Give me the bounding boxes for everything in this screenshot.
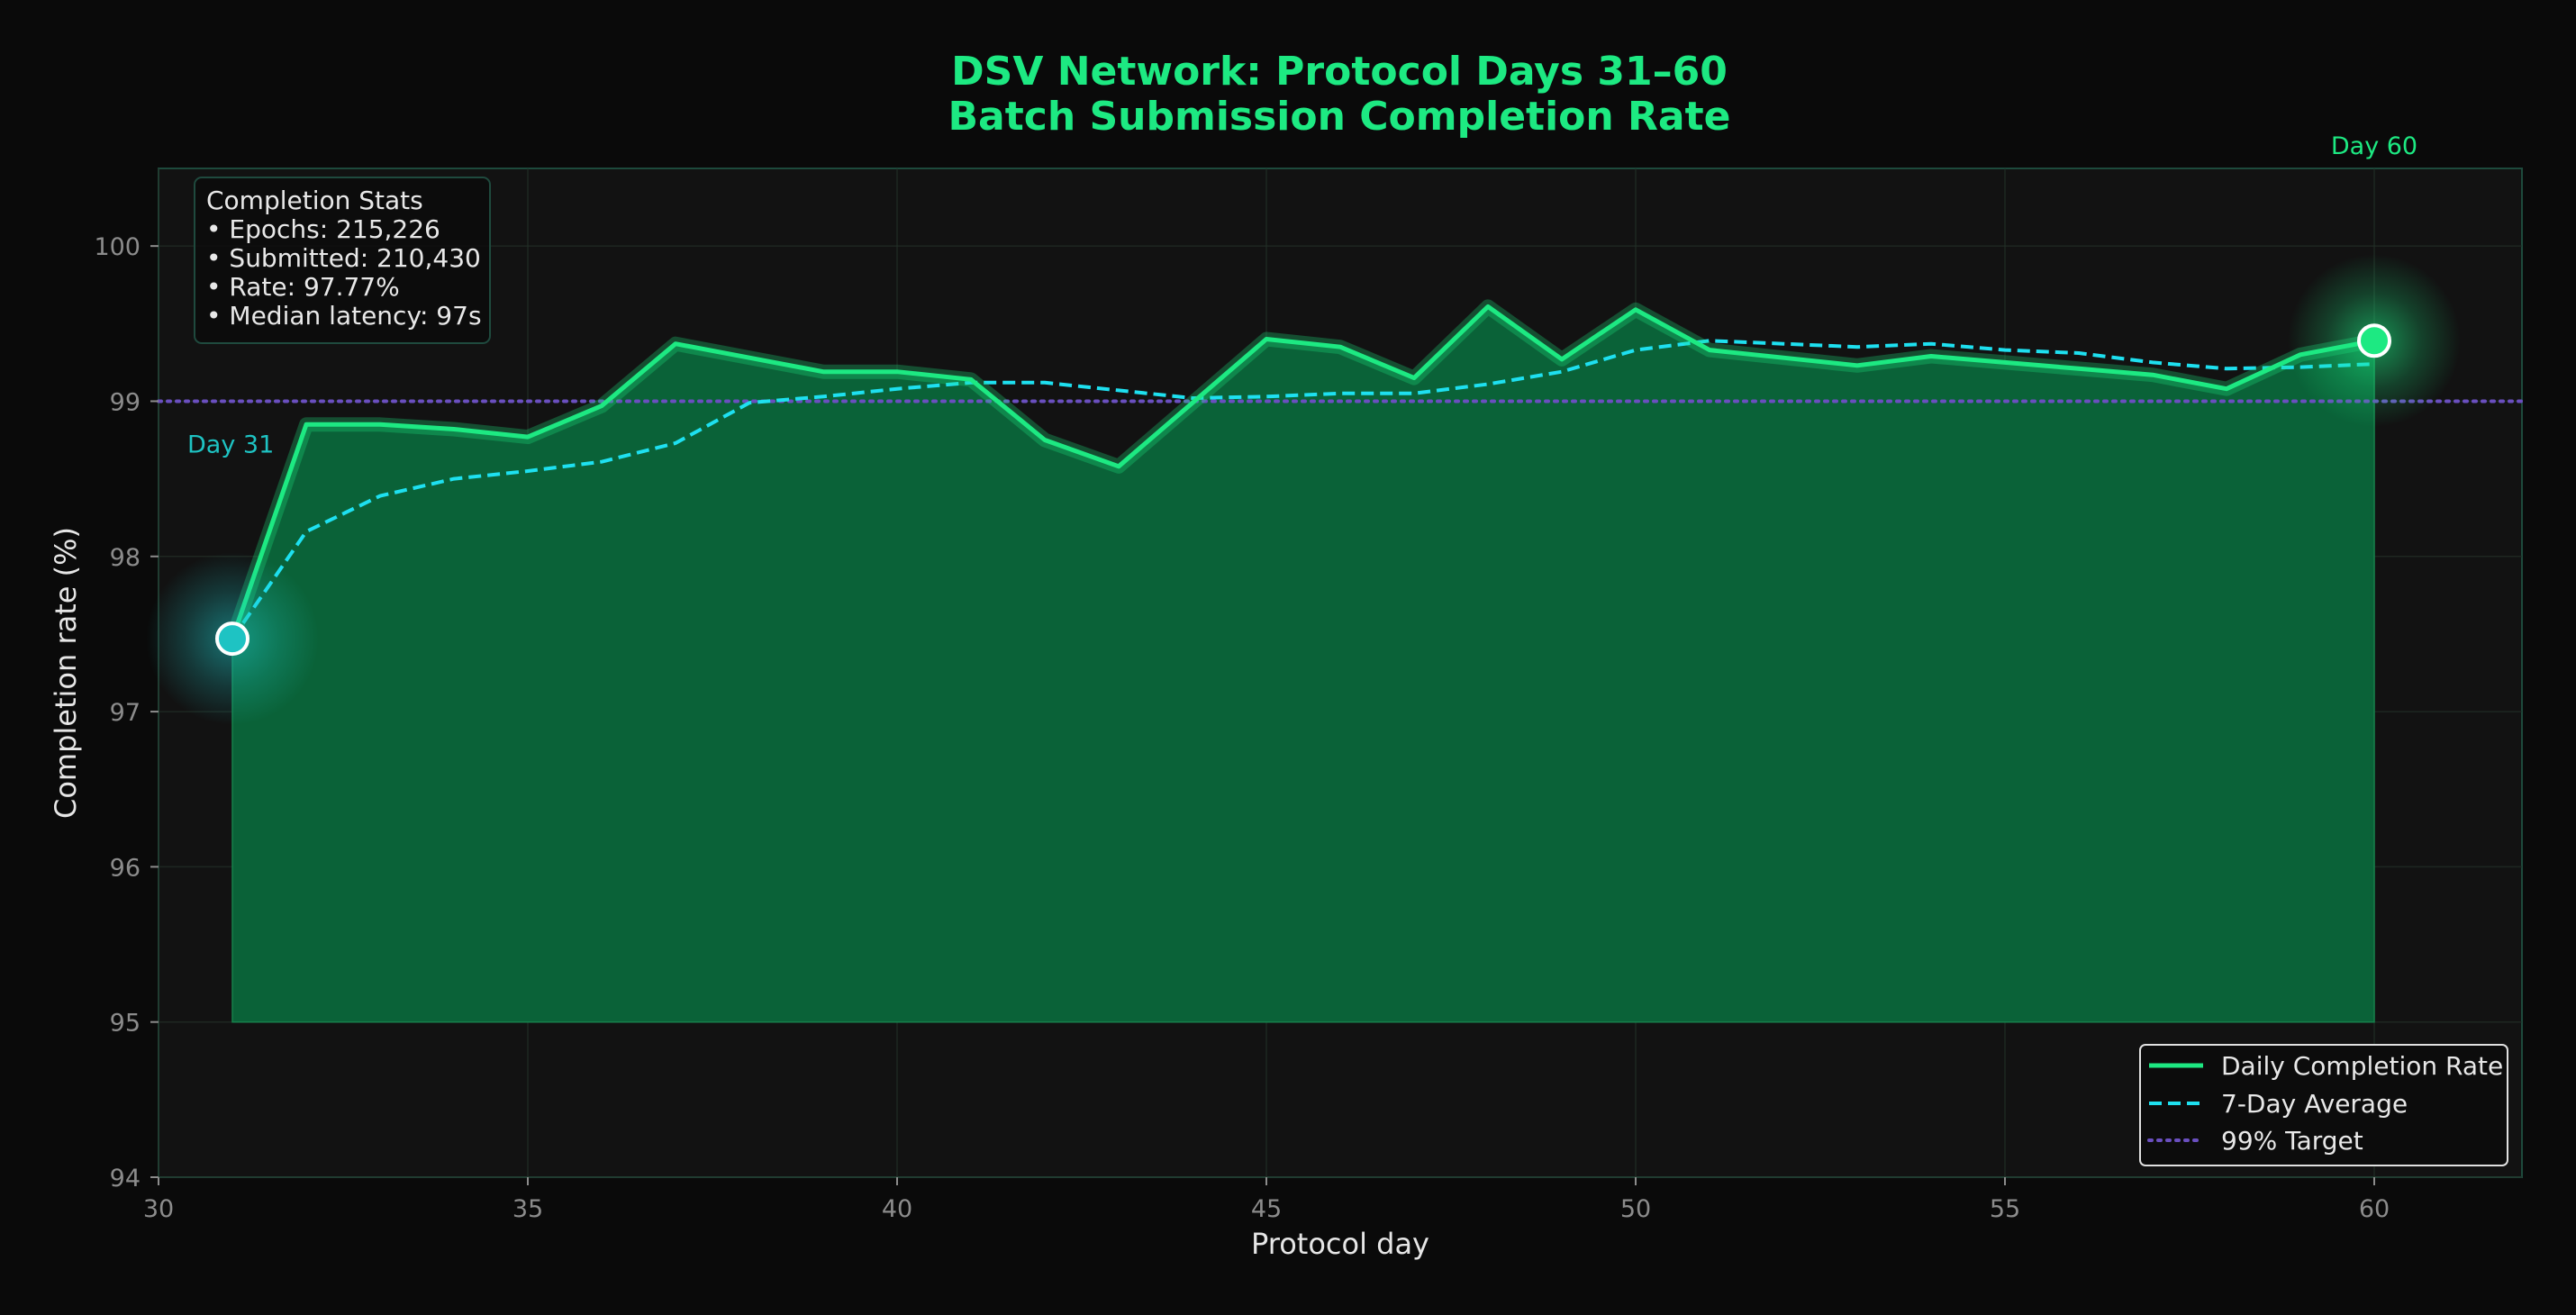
x-axis-label: Protocol day: [1251, 1227, 1429, 1261]
x-tick-label: 60: [2359, 1195, 2390, 1223]
daily-line: [230, 304, 2375, 639]
avg-line-layer: [231, 339, 2375, 640]
y-tick-label: 98: [110, 544, 141, 572]
stats-submitted: • Submitted: 210,430: [206, 243, 481, 273]
marker-layer: Day 31 Day 60: [146, 132, 2461, 726]
y-tick-label: 100: [94, 233, 141, 261]
stats-latency: • Median latency: 97s: [206, 301, 482, 331]
x-tick-label: 45: [1251, 1195, 1282, 1223]
start-marker: [215, 621, 249, 657]
x-tick-label: 35: [512, 1195, 543, 1223]
y-tick-label: 96: [110, 854, 141, 882]
legend-label-target: 99% Target: [2221, 1126, 2363, 1156]
chart-title-line-2: Batch Submission Completion Rate: [948, 94, 1731, 140]
stats-epochs: • Epochs: 215,226: [206, 214, 440, 244]
stats-box: Completion Stats • Epochs: 215,226 • Sub…: [194, 177, 491, 344]
x-tick-label: 50: [1620, 1195, 1651, 1223]
legend-label-daily: Daily Completion Rate: [2221, 1051, 2503, 1081]
x-tick-label: 55: [1990, 1195, 2020, 1223]
chart-title-line-1: DSV Network: Protocol Days 31–60: [951, 49, 1728, 95]
axes: 30 35 40 45 50 55 60 94 95 96 97 98 99 100: [94, 233, 2390, 1223]
x-tick-label: 30: [143, 1195, 174, 1223]
legend: Daily Completion Rate 7-Day Average 99% …: [2139, 1044, 2508, 1166]
avg-line: [231, 339, 2375, 640]
day31-label: Day 31: [187, 431, 274, 458]
day60-label: Day 60: [2331, 132, 2417, 160]
stats-title: Completion Stats: [206, 186, 423, 215]
x-tick-label: 40: [882, 1195, 912, 1223]
y-tick-label: 94: [110, 1165, 141, 1193]
y-axis-label: Completion rate (%): [49, 527, 83, 819]
stats-rate: • Rate: 97.77%: [206, 272, 400, 302]
legend-label-avg: 7-Day Average: [2221, 1089, 2408, 1119]
y-tick-label: 95: [110, 1010, 141, 1038]
daily-line-layer: [225, 299, 2376, 641]
y-tick-label: 99: [110, 388, 141, 416]
y-tick-label: 97: [110, 699, 141, 727]
end-marker: [2357, 323, 2391, 358]
